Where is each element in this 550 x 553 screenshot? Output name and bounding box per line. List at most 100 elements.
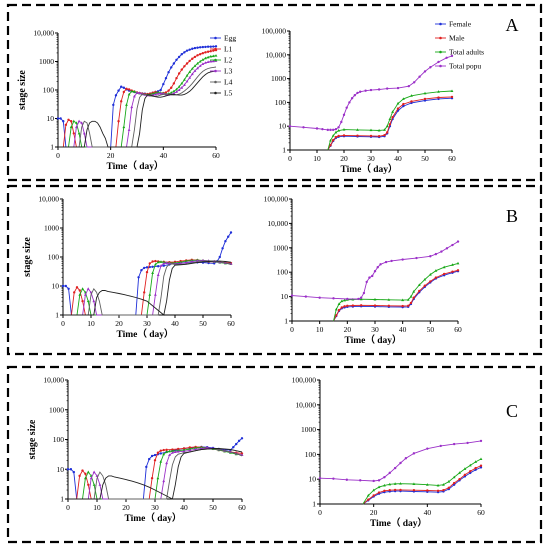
panel-frame-b bbox=[6, 184, 543, 356]
panel-b-stage-x-tick-label: 60 bbox=[227, 319, 235, 328]
panel-a-stage-series-egg-point bbox=[209, 45, 212, 48]
panel-a-stage-series-l3-point bbox=[130, 105, 134, 109]
panel-b-stage-series-l2-point bbox=[151, 271, 154, 275]
panel-c-stage-y-tick-label: 1 bbox=[60, 495, 64, 504]
panel-b-population-y-tick-label: 10 bbox=[281, 292, 289, 301]
panel-a-population-series-total-adults-point bbox=[391, 110, 394, 113]
panel-a-population-series-total-popu-point bbox=[413, 81, 416, 84]
panel-a-stage-series-l2-point bbox=[172, 89, 176, 93]
panel-a-population-x-tick-label: 20 bbox=[340, 154, 348, 163]
panel-c-population-series-total-popu-point bbox=[439, 444, 442, 448]
panel-a-population-series-total-adults-point bbox=[334, 130, 338, 134]
panel-a-stage-series-l4-line bbox=[58, 66, 217, 148]
panel-c-stage-x-tick-label: 60 bbox=[238, 503, 246, 512]
panel-a-stage-series-l1-point bbox=[164, 91, 168, 94]
panel-a-population-legend-label-total-popu: Total popu bbox=[449, 62, 481, 71]
panel-b-stage-x-axis-label: Time（ day） bbox=[116, 328, 173, 340]
panel-b-population-series-male-point bbox=[401, 304, 404, 308]
panel-c-stage-series-l3-point bbox=[200, 446, 203, 450]
panel-c-stage-series-l1-point bbox=[87, 483, 90, 487]
panel-c-stage-series-l3-point bbox=[168, 453, 171, 457]
panel-a-stage-series-l1-point bbox=[185, 62, 189, 65]
panel-b-population-series-total-adults-point bbox=[456, 261, 460, 265]
panel-b-stage-y-tick-label: 10 bbox=[52, 282, 60, 291]
panel-a-stage-series-egg-point bbox=[62, 120, 65, 123]
panel-c-stage-x-tick-label: 20 bbox=[122, 503, 130, 512]
panel-a-stage-series-l2-point bbox=[180, 81, 184, 85]
panel-a-population-y-tick-label: 10 bbox=[279, 122, 287, 131]
panel-a-stage-series-l2-point bbox=[77, 131, 81, 135]
panel-c-population-series-total-popu-point bbox=[318, 476, 322, 480]
panel-b-stage-series-l2-point bbox=[148, 293, 152, 296]
panel-c-stage-series-egg-point bbox=[159, 452, 162, 455]
panel-c-population-series-total-adults-point bbox=[452, 475, 456, 479]
panel-c-population-series-total-adults-point bbox=[399, 482, 402, 485]
panel-b-stage-series-l2-point bbox=[159, 260, 163, 263]
panel-a-stage-series-egg-point bbox=[188, 48, 191, 51]
panel-a-population-series-total-adults-point bbox=[369, 128, 373, 132]
panel-b-population-y-tick-label: 100 bbox=[277, 268, 289, 277]
panel-c-population-series-male-point bbox=[412, 489, 416, 492]
panel-c-stage-series-l3-point bbox=[176, 450, 180, 453]
panel-a-population-legend-marker-male bbox=[439, 36, 442, 40]
panel-a-stage-series-egg-point bbox=[183, 51, 186, 54]
panel-c-stage-series-l5-line bbox=[68, 448, 243, 500]
panel-a-stage-series-l2-point bbox=[72, 119, 76, 123]
panel-b-population-series-total-popu-point bbox=[332, 297, 335, 300]
panel-c-population-series-total-adults-point bbox=[425, 483, 429, 486]
panel-a-population-x-tick-label: 30 bbox=[367, 154, 375, 163]
panel-a-population-x-tick-label: 0 bbox=[288, 154, 292, 163]
panel-a-population-series-total-popu-point bbox=[407, 84, 410, 88]
panel-a-stage-series-l2-point bbox=[188, 70, 192, 73]
panel-c-stage-series-l1-point bbox=[78, 474, 81, 478]
panel-a-population-series-total-adults-point bbox=[385, 124, 389, 128]
panel-a-population-series-male-point bbox=[369, 134, 373, 138]
panel-a-population-series-total-adults-point bbox=[402, 97, 405, 100]
panel-c-stage-series-l2-point bbox=[162, 452, 166, 456]
panel-a-stage-legend-label-l1: L1 bbox=[224, 45, 233, 54]
panel-a-stage-series-l3-point bbox=[211, 59, 215, 63]
panel-a-stage-series-l3-point bbox=[177, 88, 181, 91]
panel-a-stage-series-l2-point bbox=[122, 125, 126, 129]
panel-b-stage-y-tick-label: 1 bbox=[55, 311, 59, 320]
panel-b-stage-y-tick-label: 1000 bbox=[44, 224, 59, 233]
panel-a-stage-y-tick-label: 1 bbox=[50, 143, 54, 152]
panel-c-stage-series-l2-point bbox=[171, 449, 174, 453]
panel-b-stage-series-l3-point bbox=[156, 273, 160, 276]
panel-c-stage-series-l3-point bbox=[98, 483, 102, 486]
panel-c-stage-series-l3-point bbox=[205, 446, 209, 449]
panel-a-stage-series-l1-point bbox=[188, 59, 191, 63]
panel-b-population-series-male-point bbox=[407, 304, 410, 307]
panel-a-population-legend-label-female: Female bbox=[449, 20, 472, 29]
panel-a-stage-series-l3-point bbox=[77, 119, 81, 123]
panel-b-population-series-male-point bbox=[418, 289, 421, 293]
panel-a-stage-series-l1-point bbox=[191, 57, 194, 60]
panel-b-stage-y-tick-label: 10,000 bbox=[38, 195, 59, 204]
panel-c-population-series-male-point bbox=[447, 486, 450, 490]
panel-b-stage-series-l3-point bbox=[84, 293, 87, 296]
panel-a-stage-series-egg-point bbox=[114, 94, 118, 97]
panel-a-stage-series-l2-point bbox=[198, 59, 202, 63]
panel-c-population-x-axis-label: Time（ day） bbox=[370, 517, 427, 529]
panel-a-population-series-total-popu-point bbox=[337, 126, 340, 129]
panel-a-population-series-male-point bbox=[450, 95, 454, 99]
panel-b-population-x-tick-label: 50 bbox=[427, 325, 435, 334]
panel-b-population-x-tick-label: 30 bbox=[371, 325, 379, 334]
panel-c-stage-series-egg-point bbox=[240, 437, 244, 440]
panel-a-stage-series-egg-point bbox=[159, 88, 162, 92]
panel-b-population-series-total-popu-point bbox=[365, 280, 368, 284]
panel-c-population-series-total-adults-point bbox=[383, 483, 386, 487]
panel-a-stage-series-l3-point bbox=[193, 69, 197, 72]
panel-b-population-series-total-adults-point bbox=[434, 269, 438, 272]
panel-a-population-series-male-point bbox=[377, 135, 381, 138]
panel-b-population-series-female-line bbox=[333, 270, 459, 322]
panel-c-stage-y-tick-label: 10,000 bbox=[43, 376, 64, 385]
panel-a-population-series-total-popu-point bbox=[450, 54, 454, 58]
panel-b-population-y-tick-label: 100,000 bbox=[264, 195, 289, 204]
panel-a-stage-series-l3-point bbox=[156, 92, 160, 95]
panel-c-stage-series-l2-point bbox=[156, 476, 160, 480]
panel-a-stage-y-tick-label: 10 bbox=[47, 114, 55, 123]
panel-b-population-series-total-popu-point bbox=[373, 269, 377, 273]
panel-b-population-series-total-adults-point bbox=[442, 265, 446, 269]
panel-b-population-series-male-point bbox=[351, 304, 355, 307]
